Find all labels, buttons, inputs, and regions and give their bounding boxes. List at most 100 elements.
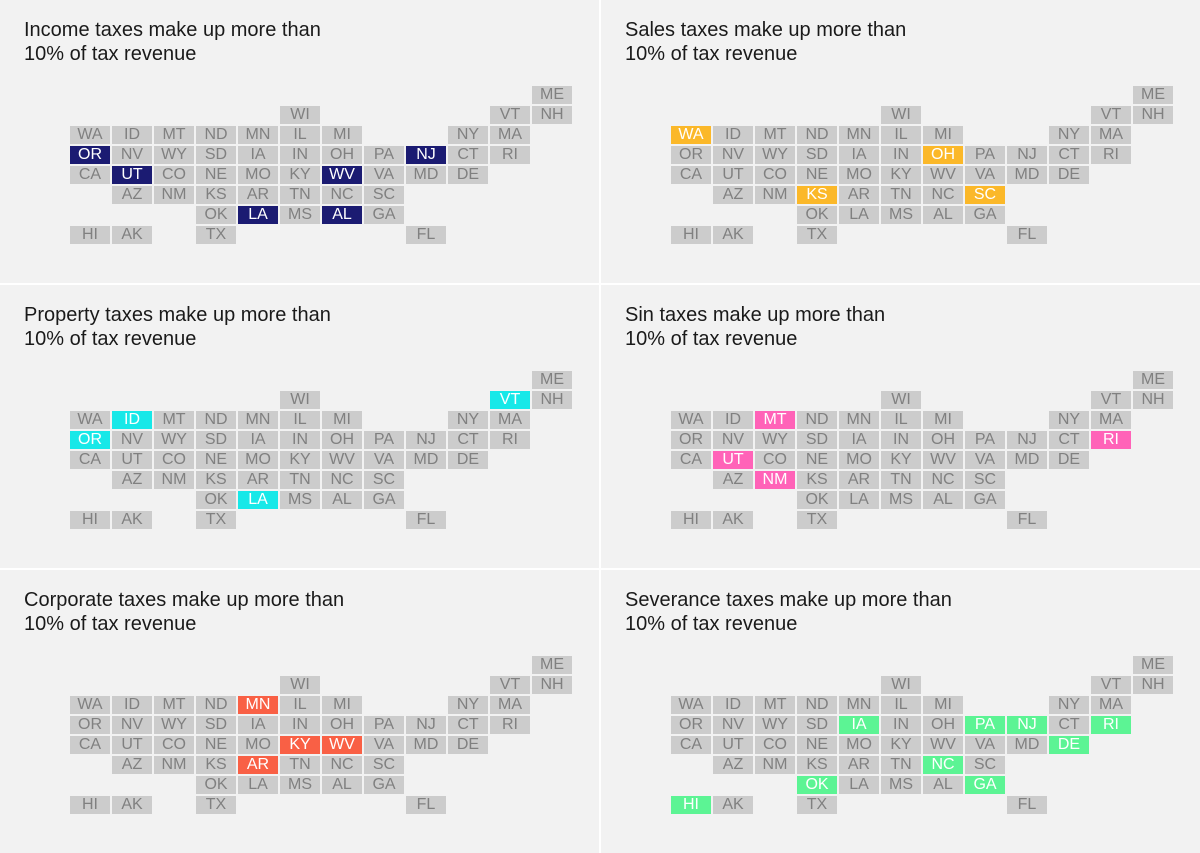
state-tile-id: ID — [112, 696, 152, 714]
state-tile-mo: MO — [238, 451, 278, 469]
state-tile-ia: IA — [839, 431, 879, 449]
panel-title-line: 10% of tax revenue — [24, 43, 197, 65]
state-tile-va: VA — [965, 736, 1005, 754]
tile-map-panel: Sales taxes make up more than 10% of tax … — [601, 0, 1200, 283]
state-tile-ca: CA — [671, 166, 711, 184]
panel-title-line: Property taxes make up more than — [24, 304, 331, 326]
state-tile-ak: AK — [713, 226, 753, 244]
state-tile-al: AL — [923, 491, 963, 509]
state-tile-fl: FL — [1007, 226, 1047, 244]
state-tile-az: AZ — [713, 186, 753, 204]
state-tile-ks: KS — [797, 471, 837, 489]
state-tile-va: VA — [965, 166, 1005, 184]
state-tile-wi: WI — [881, 391, 921, 409]
state-tile-sd: SD — [196, 146, 236, 164]
tile-map-panel: Severance taxes make up more than 10% of … — [601, 570, 1200, 853]
state-tile-nm: NM — [154, 186, 194, 204]
state-tile-al: AL — [322, 491, 362, 509]
state-tile-ri: RI — [490, 716, 530, 734]
state-tile-nd: ND — [196, 126, 236, 144]
state-tile-mn: MN — [238, 411, 278, 429]
state-tile-la: LA — [839, 491, 879, 509]
state-tile-tn: TN — [881, 756, 921, 774]
state-tile-oh: OH — [322, 146, 362, 164]
state-tile-ca: CA — [671, 451, 711, 469]
state-tile-mn: MN — [238, 126, 278, 144]
state-tile-il: IL — [280, 411, 320, 429]
state-tile-me: ME — [1133, 656, 1173, 674]
state-tile-ar: AR — [238, 471, 278, 489]
state-tile-tn: TN — [881, 186, 921, 204]
state-tile-ut: UT — [713, 166, 753, 184]
state-tile-mn: MN — [839, 126, 879, 144]
state-tile-az: AZ — [713, 756, 753, 774]
state-tile-md: MD — [1007, 166, 1047, 184]
state-tile-az: AZ — [112, 471, 152, 489]
state-tile-hi: HI — [70, 511, 110, 529]
state-tile-ne: NE — [797, 166, 837, 184]
panel-title-line: 10% of tax revenue — [625, 43, 798, 65]
state-tile-mo: MO — [839, 166, 879, 184]
state-tile-ms: MS — [280, 206, 320, 224]
state-tile-va: VA — [364, 166, 404, 184]
state-tile-wi: WI — [280, 106, 320, 124]
state-tile-id: ID — [713, 411, 753, 429]
state-tile-va: VA — [965, 451, 1005, 469]
state-tile-fl: FL — [1007, 796, 1047, 814]
state-tile-ok: OK — [196, 491, 236, 509]
state-tile-ny: NY — [448, 696, 488, 714]
state-tile-wi: WI — [881, 676, 921, 694]
state-tile-ne: NE — [196, 451, 236, 469]
state-tile-ny: NY — [1049, 411, 1089, 429]
state-tile-ia: IA — [839, 716, 879, 734]
state-tile-mt: MT — [154, 696, 194, 714]
state-tile-nm: NM — [755, 756, 795, 774]
state-tile-wa: WA — [671, 696, 711, 714]
state-tile-mi: MI — [322, 411, 362, 429]
state-tile-sc: SC — [364, 471, 404, 489]
state-tile-ga: GA — [364, 776, 404, 794]
state-tile-tn: TN — [881, 471, 921, 489]
state-tile-ma: MA — [490, 411, 530, 429]
state-tile-wa: WA — [671, 411, 711, 429]
state-tile-sd: SD — [797, 716, 837, 734]
state-tile-wi: WI — [881, 106, 921, 124]
tile-map-panel: Property taxes make up more than 10% of t… — [0, 285, 599, 568]
state-tile-ar: AR — [839, 756, 879, 774]
state-tile-me: ME — [1133, 86, 1173, 104]
state-tile-pa: PA — [965, 146, 1005, 164]
state-tile-sc: SC — [965, 186, 1005, 204]
state-tile-sc: SC — [965, 756, 1005, 774]
state-tile-de: DE — [448, 736, 488, 754]
state-tile-nv: NV — [112, 146, 152, 164]
state-tile-tx: TX — [797, 226, 837, 244]
state-tile-or: OR — [70, 716, 110, 734]
state-tile-mo: MO — [839, 451, 879, 469]
state-tile-mi: MI — [923, 126, 963, 144]
state-tile-or: OR — [671, 716, 711, 734]
state-tile-nh: NH — [532, 106, 572, 124]
state-tile-ky: KY — [280, 451, 320, 469]
state-tile-mt: MT — [154, 126, 194, 144]
state-tile-wy: WY — [755, 716, 795, 734]
state-tile-vt: VT — [490, 391, 530, 409]
state-tile-wv: WV — [923, 166, 963, 184]
state-tile-mo: MO — [839, 736, 879, 754]
state-tile-co: CO — [755, 451, 795, 469]
state-tile-pa: PA — [965, 716, 1005, 734]
state-tile-wv: WV — [923, 451, 963, 469]
state-tile-la: LA — [839, 206, 879, 224]
state-tile-ny: NY — [1049, 696, 1089, 714]
state-tile-tn: TN — [280, 756, 320, 774]
state-tile-ak: AK — [713, 511, 753, 529]
state-tile-nv: NV — [713, 716, 753, 734]
state-tile-vt: VT — [490, 106, 530, 124]
state-tile-md: MD — [406, 166, 446, 184]
state-tile-ks: KS — [196, 756, 236, 774]
state-tile-ok: OK — [797, 491, 837, 509]
state-tile-ne: NE — [797, 451, 837, 469]
state-tile-wy: WY — [154, 431, 194, 449]
panel-title-line: 10% of tax revenue — [24, 613, 197, 635]
state-tile-nc: NC — [322, 756, 362, 774]
